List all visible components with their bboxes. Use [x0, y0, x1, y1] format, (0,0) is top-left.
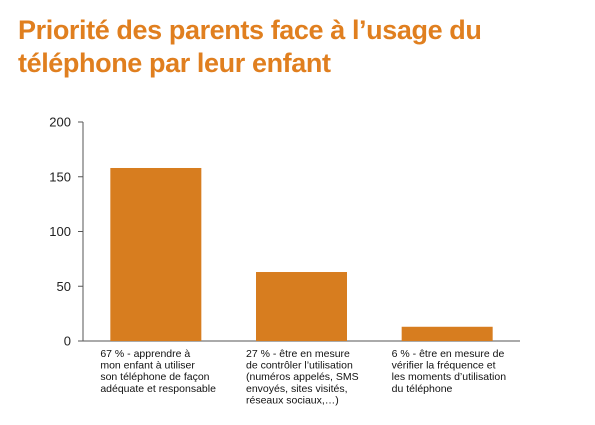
- chart-title: Priorité des parents face à l’usage du t…: [18, 15, 482, 78]
- bar: [110, 167, 202, 341]
- chart-bars: [110, 167, 493, 341]
- y-tick-label: 150: [49, 169, 71, 184]
- x-category-label: 6 % - être en mesure de vérifier la fréqu…: [392, 348, 507, 395]
- x-axis-labels: 67 % - apprendre à mon enfant à utiliser s…: [100, 348, 506, 406]
- y-tick-label: 200: [49, 115, 71, 130]
- y-tick-label: 100: [49, 224, 71, 239]
- x-category-label: 67 % - apprendre à mon enfant à utiliser s…: [100, 348, 216, 395]
- x-category-label: 27 % - être en mesure de contrôler l’util…: [246, 348, 359, 406]
- y-tick-label: 0: [64, 334, 71, 349]
- bar: [401, 326, 493, 341]
- bar: [256, 272, 347, 341]
- y-axis-ticks: 0 50 100 150 200: [49, 115, 83, 349]
- y-tick-label: 50: [57, 279, 71, 294]
